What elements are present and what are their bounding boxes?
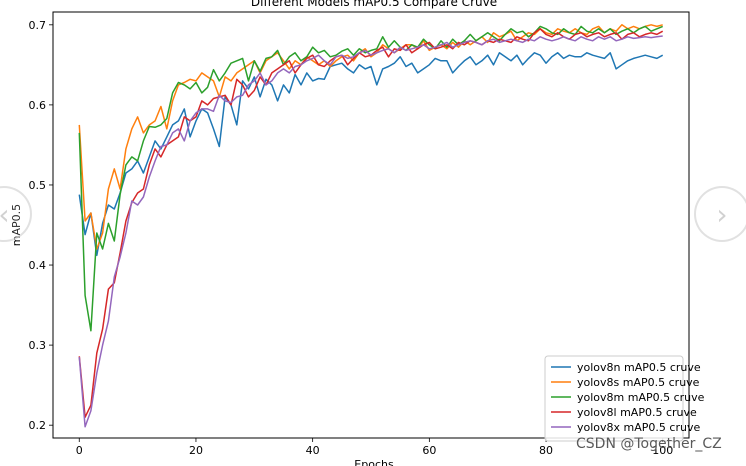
series-line-5 xyxy=(78,35,663,428)
x-tick-label: 40 xyxy=(306,444,320,457)
legend-label: yolov8s mAP0.5 cruve xyxy=(577,376,700,389)
series-line-1 xyxy=(78,52,664,257)
y-tick-label: 0.7 xyxy=(29,19,47,32)
y-tick-label: 0.2 xyxy=(29,419,47,432)
chevron-right-icon[interactable]: › xyxy=(694,186,746,242)
legend-label: yolov8l mAP0.5 cruve xyxy=(577,406,697,419)
legend-label: yolov8n mAP0.5 cruve xyxy=(577,361,701,374)
chart-title: Different Models mAP0.5 Compare Cruve xyxy=(251,0,497,9)
x-axis-label: Epochs xyxy=(354,458,394,466)
y-tick-label: 0.3 xyxy=(29,339,47,352)
x-tick-label: 80 xyxy=(539,444,553,457)
y-axis: 0.2 0.3 0.4 0.5 0.6 0.7 xyxy=(29,19,53,432)
legend-box xyxy=(544,355,684,442)
x-tick-label: 0 xyxy=(76,444,83,457)
y-tick-label: 0.4 xyxy=(29,259,47,272)
plot-frame xyxy=(52,11,690,439)
x-tick-label: 60 xyxy=(422,444,436,457)
y-tick-label: 0.5 xyxy=(29,179,47,192)
legend: yolov8n mAP0.5 cruve yolov8s mAP0.5 cruve… xyxy=(544,355,705,442)
series-line-2 xyxy=(78,24,663,250)
series-layer xyxy=(78,24,664,428)
prev-glyph: ‹ xyxy=(0,198,10,231)
x-axis: 0 20 40 60 80 100 xyxy=(76,438,673,457)
x-tick-label: 20 xyxy=(189,444,203,457)
y-tick-label: 0.6 xyxy=(29,99,47,112)
series-line-3 xyxy=(78,25,663,332)
x-tick-label: 100 xyxy=(652,444,673,457)
legend-label: yolov8m mAP0.5 cruve xyxy=(577,391,705,404)
next-glyph: › xyxy=(716,197,728,231)
watermark: CSDN @Together_CZ xyxy=(576,436,722,452)
legend-label: yolov8x mAP0.5 cruve xyxy=(577,421,700,434)
